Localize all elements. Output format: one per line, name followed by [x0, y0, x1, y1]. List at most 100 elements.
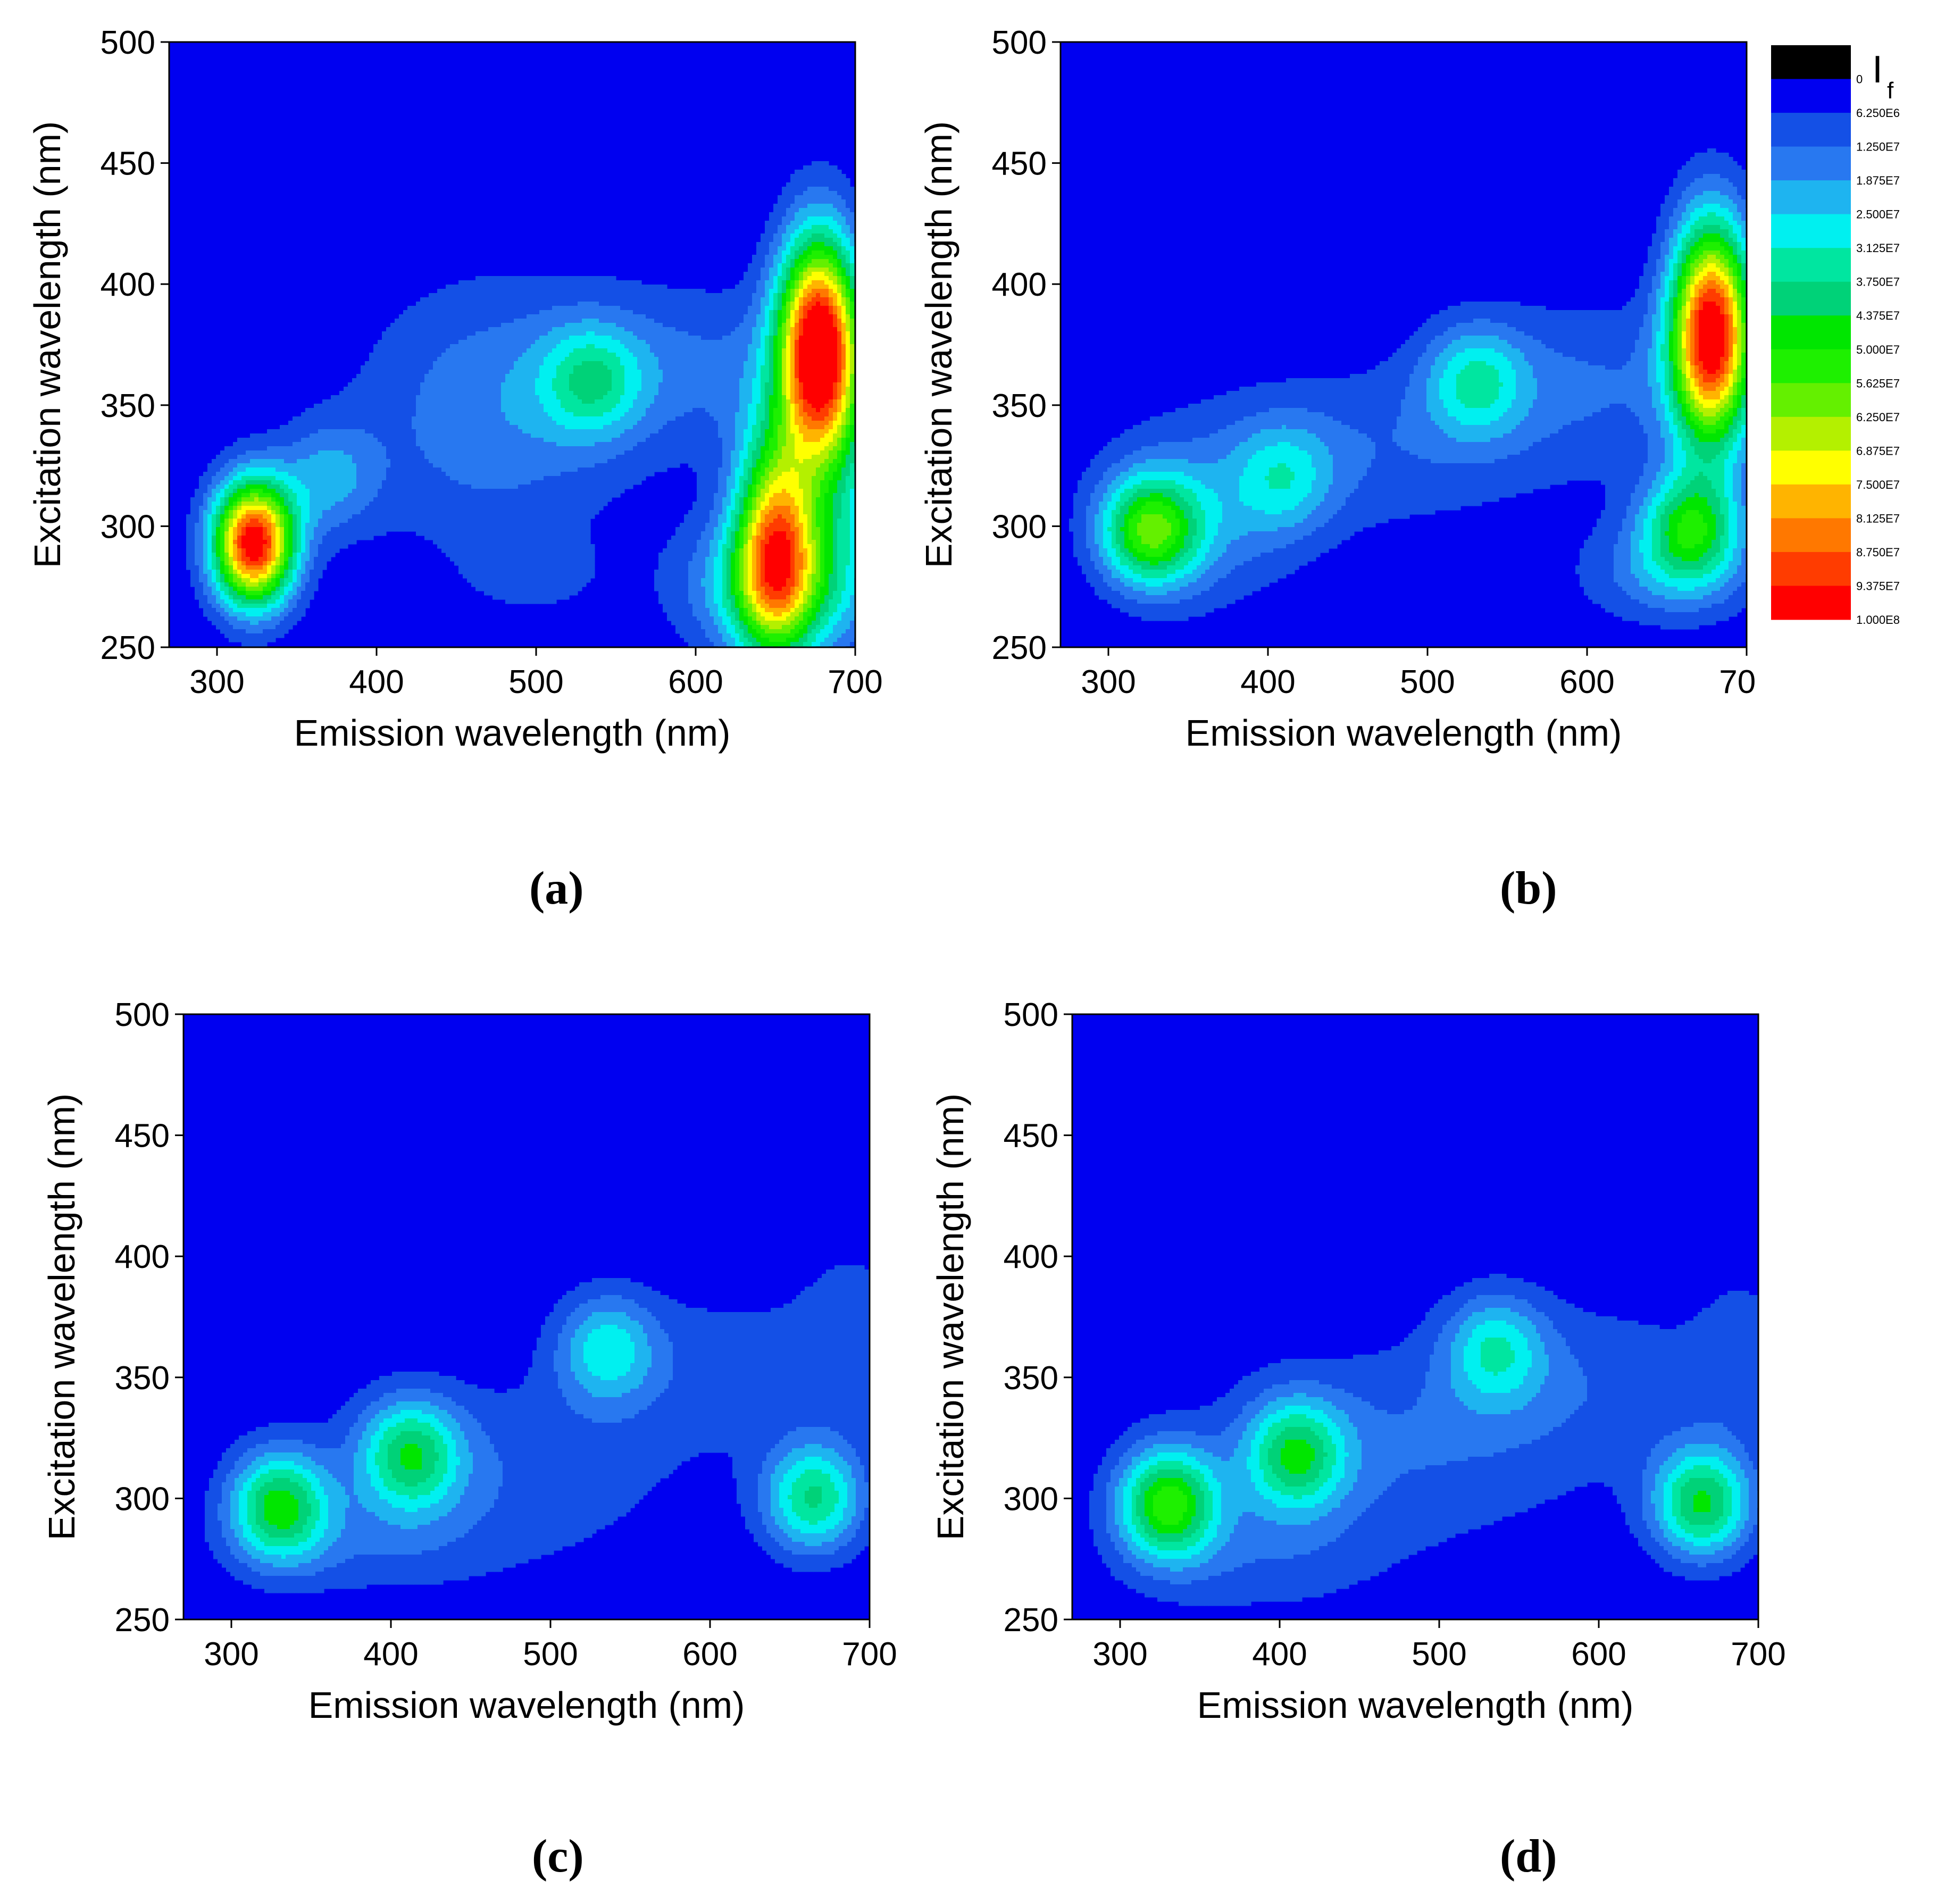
- contour-cell: [807, 170, 812, 174]
- contour-cell: [446, 336, 450, 340]
- contour-cell: [812, 378, 816, 383]
- contour-cell: [816, 178, 821, 183]
- contour-cell: [803, 246, 808, 251]
- contour-cell: [650, 382, 655, 387]
- contour-cell: [701, 429, 706, 434]
- contour-cell: [424, 361, 429, 366]
- contour-cell: [705, 412, 710, 417]
- contour-cell: [429, 378, 433, 383]
- contour-cell: [744, 378, 748, 383]
- contour-cell: [378, 391, 382, 396]
- contour-cell: [535, 293, 540, 298]
- contour-cell: [599, 391, 604, 396]
- contour-cell: [595, 395, 599, 400]
- contour-cell: [467, 404, 472, 408]
- contour-cell: [599, 395, 604, 400]
- contour-cell: [378, 421, 382, 425]
- contour-cell: [727, 391, 731, 396]
- contour-cell: [488, 306, 493, 311]
- contour-cell: [616, 331, 621, 336]
- contour-cell: [535, 302, 540, 306]
- contour-cell: [510, 306, 514, 311]
- contour-cell: [756, 319, 761, 323]
- contour-cell: [692, 416, 697, 421]
- contour-cell: [675, 416, 680, 421]
- contour-cell: [850, 195, 855, 200]
- contour-cell: [722, 319, 727, 323]
- contour-cell: [492, 353, 497, 357]
- contour-cell: [701, 399, 706, 404]
- contour-cell: [850, 280, 855, 285]
- contour-cell: [454, 348, 459, 353]
- contour-cell: [514, 374, 519, 379]
- contour-cell: [624, 327, 629, 332]
- contour-cell: [441, 378, 446, 383]
- contour-cell: [782, 280, 787, 285]
- contour-cell: [773, 391, 778, 396]
- contour-cell: [620, 336, 625, 340]
- contour-cell: [578, 433, 582, 438]
- contour-cell: [458, 408, 463, 413]
- contour-cell: [833, 336, 838, 340]
- contour-cell: [624, 331, 629, 336]
- contour-cell: [629, 425, 633, 430]
- contour-cell: [756, 357, 761, 362]
- contour-cell: [484, 306, 489, 311]
- contour-cell: [782, 302, 787, 306]
- contour-cell: [382, 399, 387, 404]
- contour-cell: [535, 391, 540, 396]
- contour-cell: [501, 302, 506, 306]
- contour-cell: [454, 374, 459, 379]
- contour-cell: [812, 216, 816, 221]
- contour-cell: [646, 314, 650, 319]
- contour-cell: [395, 391, 399, 396]
- contour-cell: [382, 387, 387, 391]
- contour-cell: [824, 216, 829, 221]
- contour-cell: [590, 370, 595, 374]
- contour-cell: [382, 412, 387, 417]
- contour-cell: [603, 319, 608, 323]
- contour-cell: [769, 233, 774, 238]
- contour-cell: [569, 336, 574, 340]
- contour-cell: [807, 259, 812, 264]
- contour-cell: [578, 344, 582, 349]
- contour-cell: [765, 250, 770, 255]
- contour-cell: [812, 310, 816, 315]
- contour-cell: [407, 404, 412, 408]
- contour-cell: [624, 302, 629, 306]
- contour-cell: [816, 289, 821, 294]
- contour-cell: [812, 212, 816, 217]
- contour-cell: [807, 310, 812, 315]
- contour-cell: [420, 370, 425, 374]
- contour-cell: [488, 438, 493, 442]
- contour-cell: [807, 293, 812, 298]
- contour-cell: [599, 340, 604, 345]
- contour-cell: [633, 408, 638, 413]
- contour-cell: [807, 391, 812, 396]
- contour-cell: [505, 429, 510, 434]
- contour-cell: [731, 310, 736, 315]
- contour-cell: [573, 433, 578, 438]
- contour-cell: [488, 429, 493, 434]
- contour-cell: [603, 340, 608, 345]
- contour-cell: [637, 429, 642, 434]
- contour-cell: [790, 399, 795, 404]
- contour-cell: [607, 425, 612, 430]
- contour-cell: [820, 259, 825, 264]
- contour-cell: [739, 370, 744, 374]
- contour-cell: [778, 391, 782, 396]
- contour-cell: [837, 374, 842, 379]
- contour-cell: [795, 336, 799, 340]
- contour-cell: [403, 438, 408, 442]
- contour-cell: [535, 348, 540, 353]
- contour-cell: [310, 433, 314, 438]
- contour-cell: [607, 438, 612, 442]
- contour-cell: [807, 416, 812, 421]
- contour-cell: [395, 416, 399, 421]
- contour-cell: [518, 314, 523, 319]
- contour-cell: [514, 340, 519, 345]
- contour-cell: [744, 365, 748, 370]
- contour-cell: [535, 399, 540, 404]
- contour-cell: [407, 323, 412, 328]
- contour-cell: [692, 387, 697, 391]
